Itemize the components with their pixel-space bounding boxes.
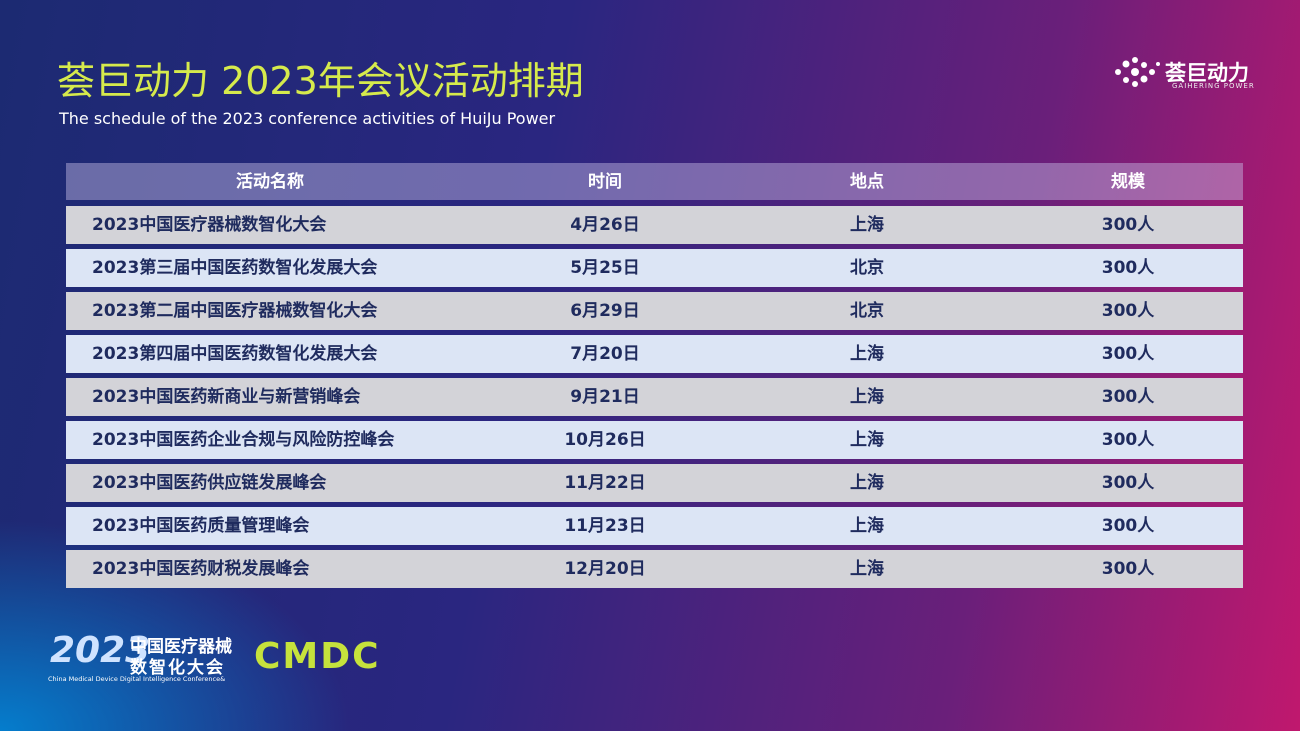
footer-english: China Medical Device Digital Intelligenc… [48, 675, 226, 683]
table-cell-text: 300人 [1101, 258, 1155, 278]
header-cell-text: 规模 [1111, 172, 1145, 192]
table-cell-text: 上海 [850, 430, 884, 450]
table-cell-text: 上海 [850, 516, 884, 536]
footer-name: 数智化大会 [130, 658, 225, 678]
table-cell-text: 2023中国医药质量管理峰会 [92, 516, 310, 536]
table-cell-text: 11月22日 [564, 473, 646, 493]
table-row: 2023第二届中国医疗器械数智化大会 6月29日 北京 300人 [66, 292, 1243, 330]
table-cell-text: 上海 [850, 344, 884, 364]
header-row: 活动名称 时间 地点 规模 [66, 163, 1243, 200]
table-cell: 2023第三届中国医药数智化发展大会 [92, 249, 377, 287]
table-cell-text: 2023第二届中国医疗器械数智化大会 [92, 301, 378, 321]
table-cell-text: 300人 [1101, 516, 1155, 536]
table-cell-text: 上海 [850, 559, 884, 579]
subtitle: The schedule of the 2023 conference acti… [59, 109, 556, 128]
table-cell-text: 6月29日 [570, 301, 640, 321]
table-cell-text: 5月25日 [570, 258, 640, 278]
table-cell-text: 7月20日 [570, 344, 640, 364]
table-cell-text: 上海 [850, 473, 884, 493]
table-row: 2023第三届中国医药数智化发展大会 5月25日 北京 300人 [66, 249, 1243, 287]
table-cell-text: 2023中国医药新商业与新营销峰会 [92, 387, 361, 407]
table-cell-text: 2023中国医药企业合规与风险防控峰会 [92, 430, 395, 450]
table-cell-text: 9月21日 [570, 387, 640, 407]
table-cell-text: 2023中国医疗器械数智化大会 [92, 215, 327, 235]
table-row: 2023中国医药供应链发展峰会 11月22日 上海 300人 [66, 464, 1243, 502]
table-cell-text: 11月23日 [564, 516, 646, 536]
table-cell-text: 4月26日 [570, 215, 640, 235]
table-cell: 2023中国医疗器械数智化大会 [92, 206, 326, 244]
table-row: 2023中国医疗器械数智化大会 4月26日 上海 300人 [66, 206, 1243, 244]
logo-subtext: GAIHERING POWER [1172, 82, 1255, 90]
table-cell-text: 10月26日 [564, 430, 646, 450]
table-cell-text: 北京 [850, 258, 884, 278]
table-row: 2023第四届中国医药数智化发展大会 7月20日 上海 300人 [66, 335, 1243, 373]
header-cell-text: 地点 [850, 172, 884, 192]
header-cell-text: 活动名称 [236, 172, 304, 192]
table-row: 2023中国医药财税发展峰会 12月20日 上海 300人 [66, 550, 1243, 588]
table-cell: 2023中国医药财税发展峰会 [92, 550, 309, 588]
table-cell-text: 2023第四届中国医药数智化发展大会 [92, 344, 378, 364]
table-cell-text: 300人 [1101, 473, 1155, 493]
footer-name: 中国医疗器械 [130, 637, 232, 657]
table-cell: 2023中国医药供应链发展峰会 [92, 464, 326, 502]
title: 荟巨动力 2023年会议活动排期 [57, 59, 584, 103]
footer-year: 2023 [50, 630, 151, 671]
table-cell: 2023中国医药质量管理峰会 [92, 507, 309, 545]
logo-icon [1115, 57, 1160, 87]
table-cell-text: 300人 [1101, 215, 1155, 235]
table-cell-text: 300人 [1101, 430, 1155, 450]
table-cell: 2023中国医药企业合规与风险防控峰会 [92, 421, 394, 459]
table-cell-text: 2023第三届中国医药数智化发展大会 [92, 258, 378, 278]
logo-text: 荟巨动力 [1165, 61, 1249, 85]
table-cell-text: 12月20日 [564, 559, 646, 579]
footer-brand: CMDC [254, 636, 381, 677]
table-cell-text: 300人 [1101, 387, 1155, 407]
table-cell-text: 北京 [850, 301, 884, 321]
table-cell: 2023第二届中国医疗器械数智化大会 [92, 292, 377, 330]
header-cell-text: 时间 [588, 172, 622, 192]
table-cell-text: 300人 [1101, 344, 1155, 364]
table-row: 2023中国医药新商业与新营销峰会 9月21日 上海 300人 [66, 378, 1243, 416]
table-cell-text: 2023中国医药供应链发展峰会 [92, 473, 327, 493]
table-cell-text: 上海 [850, 387, 884, 407]
table-row: 2023中国医药质量管理峰会 11月23日 上海 300人 [66, 507, 1243, 545]
table: 活动名称 时间 地点 规模 2023中国医疗器械数智化大会 4月26日 上海 300人 2023… [66, 163, 1243, 593]
table-cell: 2023第四届中国医药数智化发展大会 [92, 335, 377, 373]
table-cell: 2023中国医药新商业与新营销峰会 [92, 378, 360, 416]
table-cell-text: 2023中国医药财税发展峰会 [92, 559, 310, 579]
table-row: 2023中国医药企业合规与风险防控峰会 10月26日 上海 300人 [66, 421, 1243, 459]
table-cell-text: 300人 [1101, 559, 1155, 579]
table-cell-text: 上海 [850, 215, 884, 235]
table-cell-text: 300人 [1101, 301, 1155, 321]
